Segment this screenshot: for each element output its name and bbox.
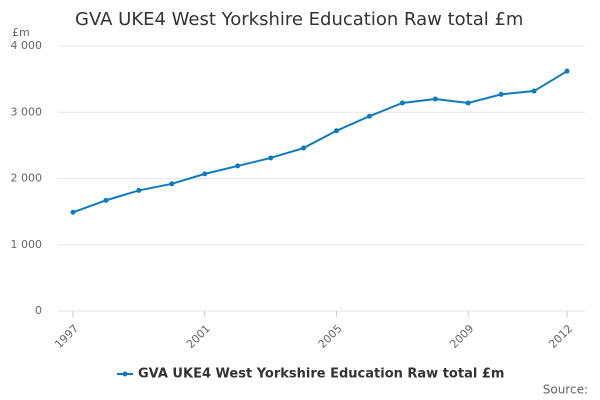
y-tick-label: 0 (35, 304, 42, 317)
point (333, 128, 339, 134)
y-tick-label: 1 000 (11, 238, 43, 251)
x-tick-label: 1997 (52, 322, 81, 351)
point (498, 91, 504, 97)
point (103, 197, 109, 203)
point (399, 100, 405, 106)
series-line (72, 70, 568, 214)
y-unit-label: £m (12, 26, 30, 39)
point (366, 113, 372, 119)
y-tick-label: 2 000 (11, 172, 43, 185)
legend-marker (122, 371, 128, 377)
point (465, 100, 471, 106)
point (432, 96, 438, 102)
source: Source: (543, 383, 588, 397)
x-tick-label: 2005 (316, 322, 345, 351)
point (564, 68, 570, 74)
y-tick-label: 3 000 (11, 105, 43, 118)
point (202, 171, 208, 177)
x-tick-label: 2009 (447, 322, 476, 351)
point (235, 163, 241, 169)
legend-label: GVA UKE4 West Yorkshire Education Raw to… (138, 367, 504, 382)
x-tick-label: 2012 (546, 322, 575, 351)
point (136, 187, 142, 193)
x-tick-label: 2001 (184, 322, 213, 351)
point (268, 155, 274, 161)
point (169, 181, 175, 187)
y-tick-label: 4 000 (11, 39, 43, 52)
chart-title: GVA UKE4 West Yorkshire Education Raw to… (75, 9, 523, 30)
point (531, 88, 537, 94)
point (301, 145, 307, 151)
point (70, 209, 76, 215)
